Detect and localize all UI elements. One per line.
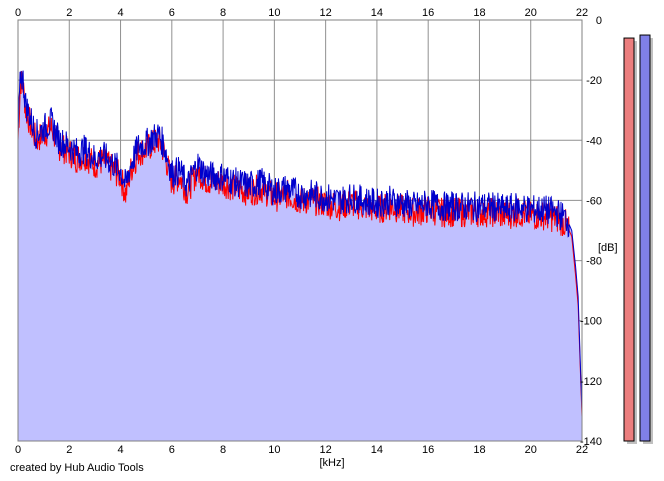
plot-frame [17,19,583,442]
x-tick-label: 12 [320,7,332,19]
y-tick-label: -40 [586,135,602,147]
x-tick-label: 4 [117,7,123,19]
x-tick-label: 8 [220,7,226,19]
x-tick-label: 22 [576,444,588,456]
y-tick-label: 0 [596,15,602,27]
x-tick-labels-bottom: 0 2 4 6 8 10 12 14 16 18 20 22 [15,444,588,456]
y-tick-label: -120 [580,376,602,388]
series-line-red [17,71,583,417]
level-meter-bar [639,34,651,442]
x-tick-label: 2 [66,7,72,19]
x-tick-label: 20 [525,444,537,456]
x-tick-label: 16 [422,444,434,456]
credit-text: created by Hub Audio Tools [10,462,144,474]
x-tick-label: 18 [473,7,485,19]
x-tick-label: 12 [320,444,332,456]
x-tick-label: 18 [473,444,485,456]
level-meter-bar [623,37,635,442]
x-tick-label: 16 [422,7,434,19]
x-tick-label: 20 [525,7,537,19]
y-tick-label: -80 [586,256,602,268]
series-line-blue [17,70,583,411]
y-tick-label: -100 [580,316,602,328]
x-tick-label: 6 [169,444,175,456]
x-tick-label: 14 [371,444,383,456]
level-meters [623,34,653,445]
y-tick-labels: 0 -20 -40 -60 -80 -100 -120 -140 [580,15,602,448]
x-tick-label: 2 [66,444,72,456]
x-tick-label: 10 [268,444,280,456]
x-tick-label: 10 [268,7,280,19]
x-tick-label: 8 [220,444,226,456]
x-tick-label: 14 [371,7,383,19]
x-axis-label: [kHz] [319,457,344,469]
x-tick-label: 0 [15,444,21,456]
x-tick-label: 22 [576,7,588,19]
y-tick-label: -140 [580,436,602,448]
x-tick-labels-top: 0 2 4 6 8 10 12 14 16 18 20 22 [15,7,588,19]
y-tick-label: -60 [586,195,602,207]
x-tick-label: 0 [15,7,21,19]
spectrum-area [18,70,582,442]
x-tick-label: 6 [169,7,175,19]
y-tick-label: -20 [586,75,602,87]
x-tick-label: 4 [117,444,123,456]
y-axis-label: [dB] [598,242,618,254]
